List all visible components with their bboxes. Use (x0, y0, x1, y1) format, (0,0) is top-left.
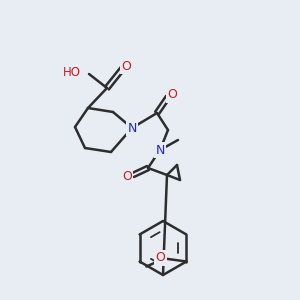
Text: O: O (155, 251, 165, 264)
Text: N: N (127, 122, 137, 134)
Text: HO: HO (63, 65, 81, 79)
Text: N: N (155, 143, 165, 157)
Text: O: O (121, 59, 131, 73)
Text: O: O (122, 169, 132, 182)
Text: O: O (167, 88, 177, 101)
